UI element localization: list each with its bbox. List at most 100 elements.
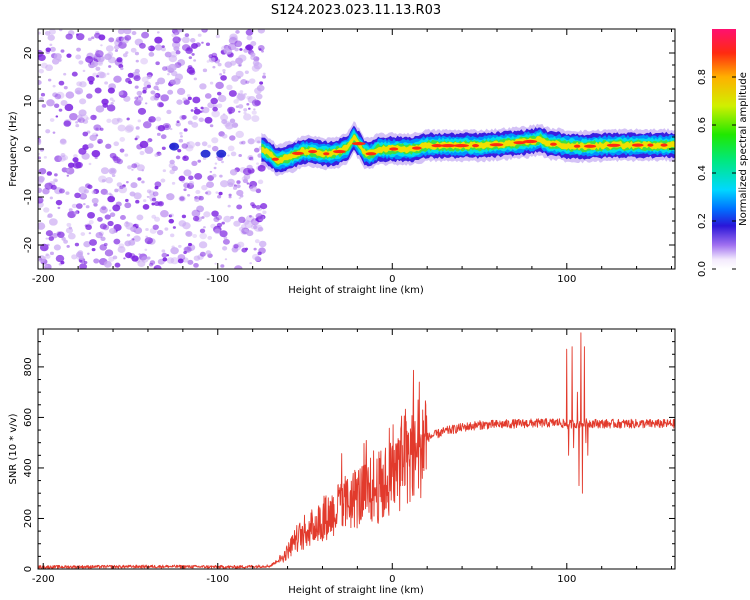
- noise-speckle: [45, 254, 51, 259]
- noise-speckle: [83, 203, 86, 206]
- noise-speckle: [100, 236, 106, 242]
- noise-speckle: [114, 262, 121, 268]
- noise-speckle: [244, 70, 249, 74]
- noise-speckle: [113, 75, 122, 83]
- noise-speckle: [261, 50, 264, 53]
- noise-speckle: [140, 57, 149, 65]
- noise-speckle: [125, 51, 129, 55]
- noise-speckle: [54, 93, 62, 100]
- noise-speckle: [119, 214, 126, 221]
- noise-speckle: [126, 117, 130, 121]
- colorbar-tick-label: 0.0: [697, 261, 708, 277]
- noise-speckle: [238, 110, 241, 113]
- noise-speckle: [169, 213, 174, 217]
- noise-speckle: [250, 52, 256, 57]
- noise-speckle: [93, 202, 98, 207]
- ridge-peak: [489, 143, 504, 147]
- noise-speckle: [49, 251, 54, 256]
- noise-speckle: [203, 226, 206, 229]
- noise-speckle: [134, 85, 139, 89]
- noise-speckle: [152, 191, 159, 197]
- noise-speckle: [38, 68, 44, 74]
- noise-speckle: [254, 87, 262, 95]
- noise-speckle: [253, 147, 260, 153]
- noise-speckle: [76, 118, 82, 123]
- noise-speckle: [134, 51, 140, 56]
- noise-speckle: [89, 239, 98, 246]
- noise-speckle: [112, 99, 116, 103]
- noise-speckle: [113, 44, 120, 50]
- noise-speckle: [240, 79, 248, 85]
- noise-speckle: [48, 218, 58, 226]
- ridge-peak: [308, 149, 318, 154]
- noise-speckle: [172, 36, 181, 44]
- noise-speckle: [228, 43, 237, 51]
- noise-speckle: [67, 232, 76, 240]
- noise-speckle: [93, 124, 102, 132]
- noise-speckle: [182, 257, 189, 263]
- noise-speckle: [131, 168, 134, 171]
- noise-speckle: [198, 195, 204, 201]
- noise-speckle: [197, 159, 202, 163]
- frequency-ridge: [261, 121, 675, 177]
- noise-speckle: [238, 54, 247, 62]
- noise-speckle: [187, 120, 193, 125]
- noise-speckle: [183, 188, 187, 192]
- noise-speckle: [131, 255, 139, 262]
- noise-speckle: [177, 254, 186, 261]
- noise-speckle: [200, 106, 204, 110]
- noise-speckle: [81, 193, 87, 199]
- noise-speckle: [87, 211, 95, 219]
- noise-speckle: [116, 158, 124, 165]
- noise-speckle: [46, 171, 53, 176]
- noise-speckle: [138, 95, 142, 98]
- noise-speckle: [105, 177, 113, 184]
- noise-speckle: [123, 257, 126, 260]
- noise-speckle: [215, 191, 219, 194]
- noise-speckle: [114, 49, 119, 52]
- noise-speckle: [48, 29, 56, 35]
- ridge-peak: [647, 143, 654, 147]
- noise-speckle: [225, 122, 234, 130]
- noise-speckle: [44, 264, 49, 268]
- noise-speckle: [146, 140, 150, 143]
- noise-speckle: [108, 256, 115, 262]
- noise-speckle: [217, 194, 222, 199]
- noise-speckle: [238, 154, 242, 158]
- noise-speckle: [181, 180, 185, 184]
- noise-speckle: [63, 120, 72, 127]
- noise-speckle: [107, 220, 114, 227]
- colorbar-label: Normalized spectral amplitude: [738, 72, 749, 226]
- noise-speckle: [232, 186, 238, 190]
- noise-speckle: [79, 81, 87, 88]
- noise-speckle: [111, 174, 116, 178]
- noise-speckle: [91, 247, 96, 252]
- noise-speckle: [185, 144, 194, 152]
- noise-speckle: [113, 224, 122, 231]
- noise-speckle: [117, 246, 126, 253]
- snr-panel: -200 -100 0 100 0 200 400 600 800 Height of str…: [8, 328, 676, 596]
- noise-speckle: [72, 157, 79, 163]
- noise-speckle: [108, 37, 115, 43]
- noise-speckle: [197, 33, 202, 37]
- noise-speckle: [75, 123, 80, 128]
- noise-speckle: [71, 254, 78, 260]
- colorbar-tick-label: 0.6: [697, 117, 708, 133]
- noise-speckle: [196, 205, 205, 213]
- noise-speckle: [104, 81, 108, 85]
- noise-speckle: [215, 214, 223, 221]
- noise-speckle: [153, 264, 162, 269]
- noise-speckle: [58, 29, 63, 32]
- noise-speckle: [156, 229, 164, 236]
- noise-speckle: [178, 244, 182, 248]
- noise-speckle: [179, 131, 183, 135]
- noise-speckle: [145, 235, 148, 238]
- noise-speckle: [75, 90, 81, 95]
- noise-speckle: [141, 31, 150, 39]
- noise-speckle: [237, 241, 245, 248]
- noise-speckle: [47, 78, 52, 82]
- noise-speckle: [99, 223, 107, 230]
- noise-speckle: [106, 104, 116, 112]
- noise-speckle: [239, 194, 244, 198]
- x-tick-label: 100: [557, 574, 576, 585]
